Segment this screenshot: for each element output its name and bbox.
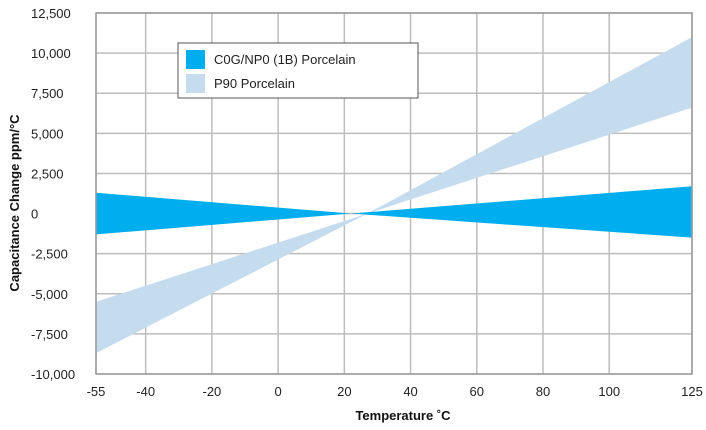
y-tick-label: 2,500 bbox=[31, 166, 64, 181]
x-tick-labels: -55 -40 -20 0 20 40 60 80 100 125 bbox=[87, 384, 703, 399]
x-tick-label: -55 bbox=[87, 384, 106, 399]
x-tick-label: 100 bbox=[598, 384, 620, 399]
y-tick-label: -7,500 bbox=[31, 327, 68, 342]
legend-box bbox=[177, 42, 419, 99]
series-band-p90 bbox=[96, 37, 692, 354]
x-tick-label: 20 bbox=[337, 384, 351, 399]
y-tick-label: 12,500 bbox=[31, 6, 71, 21]
y-axis-title: Capacitance Change ppm/°C bbox=[7, 114, 22, 292]
y-tick-label: 5,000 bbox=[31, 126, 64, 141]
series-band-c0g bbox=[96, 186, 692, 238]
x-tick-label: 60 bbox=[470, 384, 484, 399]
series-bands bbox=[96, 37, 692, 354]
x-tick-label: 80 bbox=[536, 384, 550, 399]
legend-label-c0g: C0G/NP0 (1B) Porcelain bbox=[214, 52, 356, 67]
x-tick-label: 0 bbox=[274, 384, 281, 399]
y-tick-label: 0 bbox=[31, 207, 38, 222]
x-tick-label: 125 bbox=[681, 384, 703, 399]
legend: C0G/NP0 (1B) Porcelain P90 Porcelain bbox=[177, 42, 419, 99]
x-tick-label: 40 bbox=[403, 384, 417, 399]
y-tick-label: 7,500 bbox=[31, 86, 64, 101]
x-axis-title: Temperature ˚C bbox=[355, 408, 451, 423]
y-tick-label: -10,000 bbox=[31, 367, 75, 382]
y-tick-labels: 12,500 10,000 7,500 5,000 2,500 0 -2,500 -5,000… bbox=[31, 6, 75, 382]
y-tick-label: -2,500 bbox=[31, 247, 68, 262]
y-tick-label: 10,000 bbox=[31, 46, 71, 61]
legend-label-p90: P90 Porcelain bbox=[214, 76, 295, 91]
legend-swatch-p90 bbox=[186, 74, 205, 93]
x-tick-label: -40 bbox=[136, 384, 155, 399]
x-tick-label: -20 bbox=[202, 384, 221, 399]
plot-frame bbox=[95, 12, 693, 375]
y-tick-label: -5,000 bbox=[31, 287, 68, 302]
legend-swatch-c0g bbox=[186, 50, 205, 69]
